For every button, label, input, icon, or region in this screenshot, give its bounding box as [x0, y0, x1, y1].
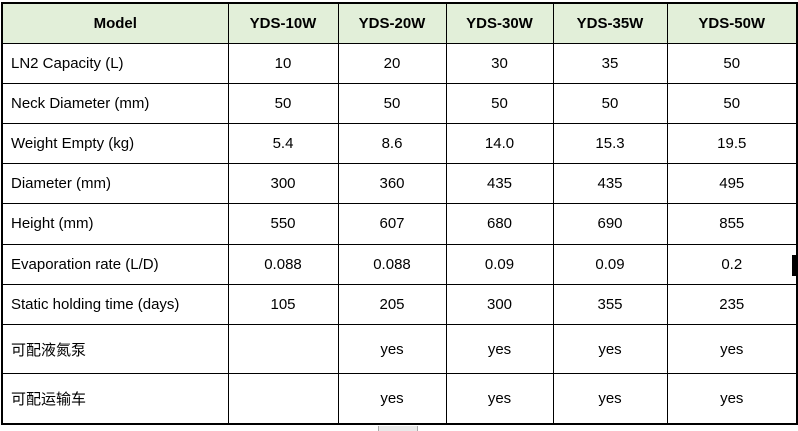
- table-row: Neck Diameter (mm) 50 50 50 50 50: [1, 82, 798, 124]
- cell-value: 0.09: [445, 243, 554, 285]
- table-row: Weight Empty (kg) 5.4 8.6 14.0 15.3 19.5: [1, 122, 798, 165]
- table-row: Static holding time (days) 105 205 300 355 23…: [1, 283, 798, 326]
- cell-value: 50: [552, 82, 668, 124]
- cell-value: 205: [337, 283, 447, 326]
- cell-value: 300: [227, 163, 339, 205]
- cell-value: 14.0: [445, 122, 554, 165]
- cell-value: 0.09: [552, 243, 668, 285]
- row-label: LN2 Capacity (L): [1, 42, 229, 84]
- row-label: Diameter (mm): [1, 163, 229, 205]
- cell-value: 15.3: [552, 122, 668, 165]
- header-cell-model: Model: [1, 2, 229, 44]
- cell-value: yes: [666, 373, 798, 425]
- cell-value: 5.4: [227, 122, 339, 165]
- row-label: Static holding time (days): [1, 283, 229, 326]
- cell-value: 550: [227, 203, 339, 245]
- row-label: Height (mm): [1, 203, 229, 245]
- right-border-mark: [792, 255, 798, 276]
- cell-value: [227, 324, 339, 375]
- cell-value: yes: [666, 324, 798, 375]
- table-row: 可配液氮泵 yes yes yes yes: [1, 324, 798, 375]
- header-cell-yds-50w: YDS-50W: [666, 2, 798, 44]
- header-cell-yds-30w: YDS-30W: [445, 2, 554, 44]
- cell-value: yes: [552, 373, 668, 425]
- cell-value: 30: [445, 42, 554, 84]
- cell-value: 50: [445, 82, 554, 124]
- row-label: Weight Empty (kg): [1, 122, 229, 165]
- cell-value: 360: [337, 163, 447, 205]
- cell-value: 690: [552, 203, 668, 245]
- header-cell-yds-10w: YDS-10W: [227, 2, 339, 44]
- row-label: 可配液氮泵: [1, 324, 229, 375]
- cell-value: 435: [445, 163, 554, 205]
- cell-value: yes: [337, 324, 447, 375]
- cell-value: 495: [666, 163, 798, 205]
- table-row: 可配运输车 yes yes yes yes: [1, 373, 798, 425]
- cell-value: yes: [445, 373, 554, 425]
- cell-value: 35: [552, 42, 668, 84]
- table-row: LN2 Capacity (L) 10 20 30 35 50: [1, 42, 798, 84]
- row-label: Evaporation rate (L/D): [1, 243, 229, 285]
- cell-value: 0.2: [666, 243, 798, 285]
- horizontal-scrollbar-thumb[interactable]: [378, 426, 418, 431]
- cell-value: 855: [666, 203, 798, 245]
- cell-value: 607: [337, 203, 447, 245]
- table-body: LN2 Capacity (L) 10 20 30 35 50 Neck Diameter …: [1, 42, 798, 425]
- cell-value: 10: [227, 42, 339, 84]
- header-cell-yds-20w: YDS-20W: [337, 2, 447, 44]
- table-row: Evaporation rate (L/D) 0.088 0.088 0.09 0.09…: [1, 243, 798, 285]
- cell-value: yes: [552, 324, 668, 375]
- cell-value: 50: [666, 82, 798, 124]
- cell-value: 235: [666, 283, 798, 326]
- cell-value: 0.088: [337, 243, 447, 285]
- header-row: Model YDS-10W YDS-20W YDS-30W YDS-35W YDS-50W: [1, 2, 798, 44]
- row-label: Neck Diameter (mm): [1, 82, 229, 124]
- table-row: Height (mm) 550 607 680 690 855: [1, 203, 798, 245]
- table-row: Diameter (mm) 300 360 435 435 495: [1, 163, 798, 205]
- row-label: 可配运输车: [1, 373, 229, 425]
- cell-value: 50: [666, 42, 798, 84]
- cell-value: 8.6: [337, 122, 447, 165]
- cell-value: 680: [445, 203, 554, 245]
- cell-value: 300: [445, 283, 554, 326]
- cell-value: 50: [337, 82, 447, 124]
- cell-value: 435: [552, 163, 668, 205]
- cell-value: 50: [227, 82, 339, 124]
- cell-value: 19.5: [666, 122, 798, 165]
- cell-value: 105: [227, 283, 339, 326]
- cell-value: yes: [445, 324, 554, 375]
- cell-value: 355: [552, 283, 668, 326]
- cell-value: [227, 373, 339, 425]
- header-cell-yds-35w: YDS-35W: [552, 2, 668, 44]
- cell-value: 20: [337, 42, 447, 84]
- cell-value: 0.088: [227, 243, 339, 285]
- cell-value: yes: [337, 373, 447, 425]
